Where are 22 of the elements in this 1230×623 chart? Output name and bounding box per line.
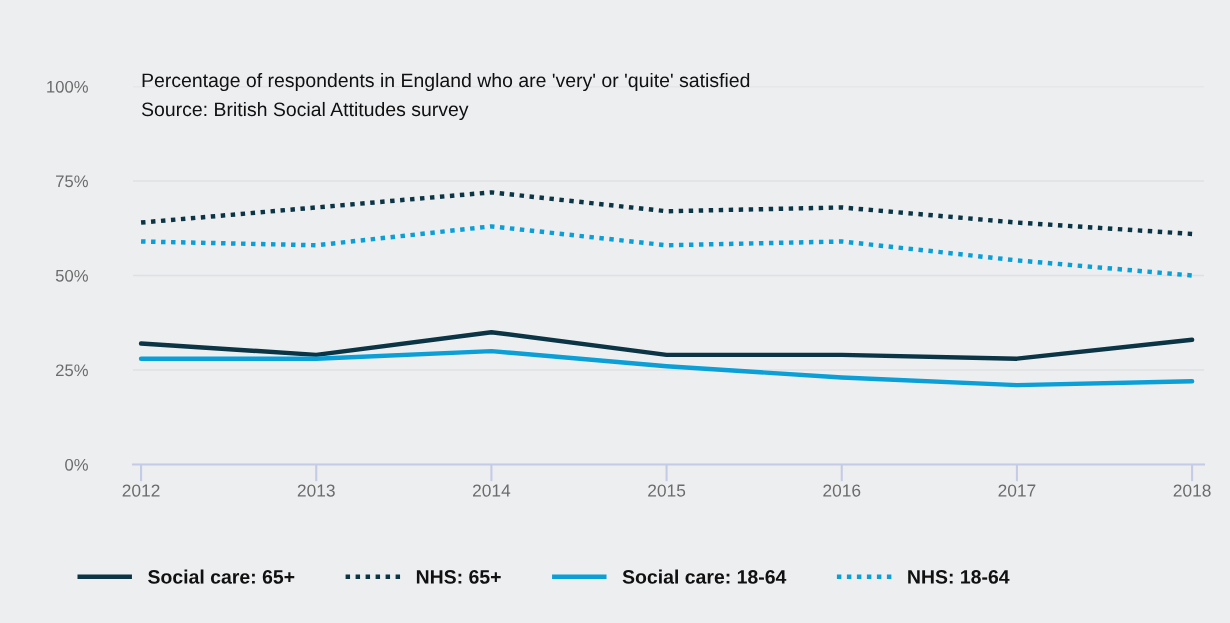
x-tick-label: 2013 bbox=[297, 484, 335, 497]
x-tick-label: 2017 bbox=[998, 484, 1036, 497]
annotation: Source: British Social Attitudes survey bbox=[141, 101, 469, 121]
legend-label: Social care: 18-64 bbox=[622, 569, 787, 584]
line-series bbox=[138, 190, 1195, 237]
y-tick-label: 75% bbox=[56, 175, 88, 188]
chart-title: Percentage of respondents in England who are 'very' or 'quite' satisfied bbox=[142, 72, 750, 92]
legend-label: Social care: 65+ bbox=[148, 569, 295, 584]
legend-label: NHS: 65+ bbox=[416, 570, 501, 584]
legend-label: NHS: 18-64 bbox=[908, 570, 1010, 584]
y-tick-label: 50% bbox=[55, 269, 88, 282]
x-tick-label: 2018 bbox=[1173, 484, 1211, 497]
line-series bbox=[138, 329, 1195, 361]
x-tick-label: 2016 bbox=[823, 484, 861, 497]
y-tick-label: 25% bbox=[56, 364, 88, 377]
y-tick-label: 100% bbox=[47, 80, 88, 93]
x-tick-label: 2014 bbox=[472, 484, 511, 497]
line-series bbox=[138, 348, 1195, 388]
x-tick-label: 2015 bbox=[648, 484, 686, 497]
line-series bbox=[138, 224, 1195, 278]
y-tick-label: 0% bbox=[65, 458, 88, 471]
x-tick-label: 2012 bbox=[122, 484, 160, 497]
